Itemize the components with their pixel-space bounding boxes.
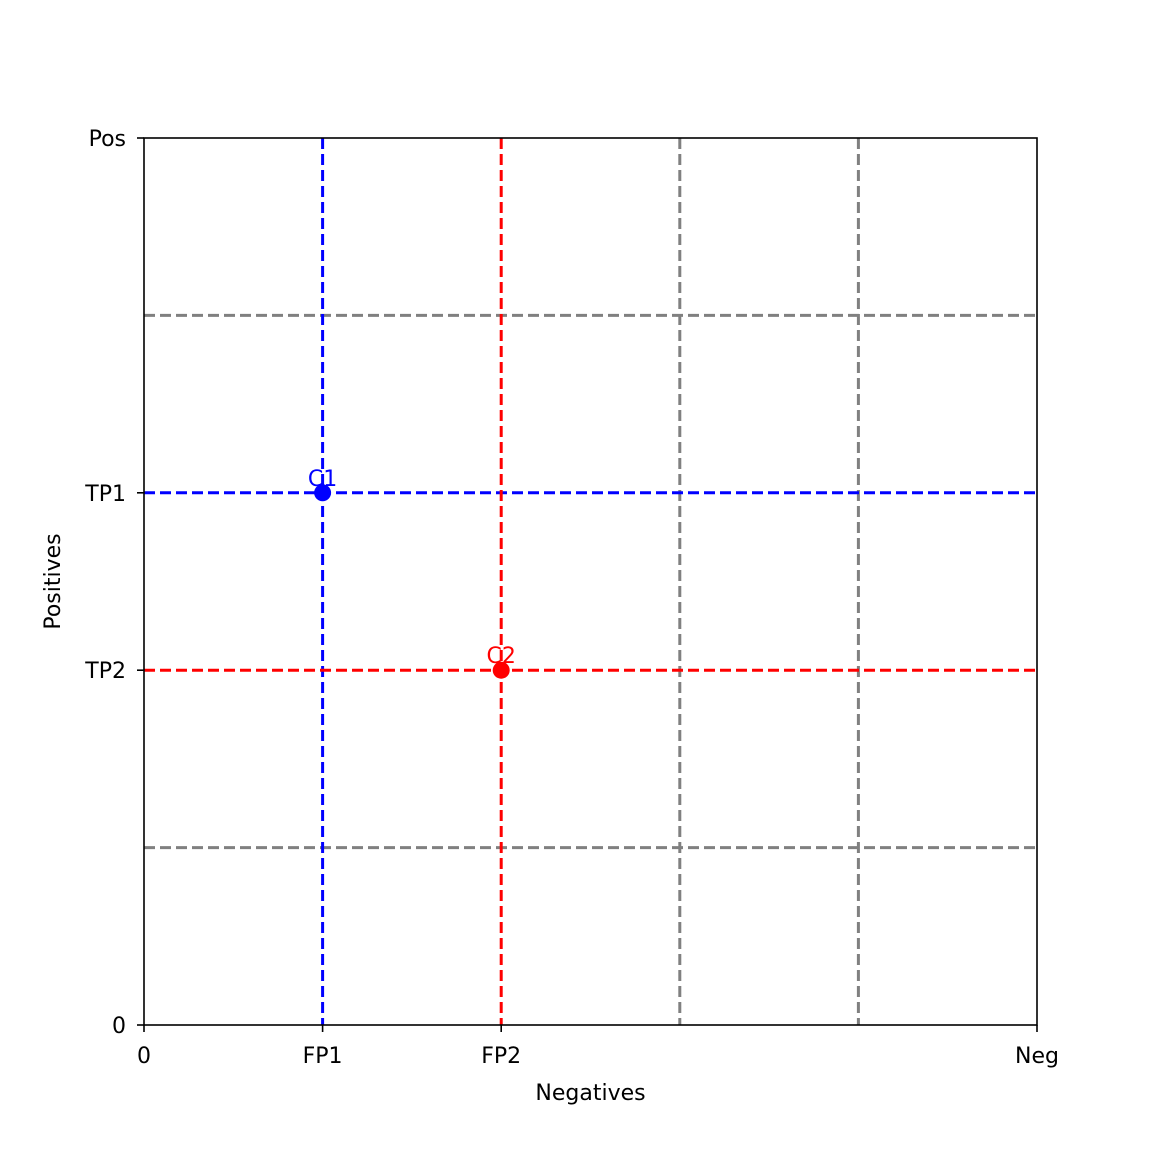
y-axis-label: Positives [41, 533, 66, 629]
c1-point-label: C1 [308, 467, 337, 492]
x-axis-ticks: 0 FP1 FP2 Neg [137, 1025, 1059, 1069]
x-tick-label-2: FP1 [303, 1044, 343, 1069]
c2-point [492, 661, 510, 679]
y-tick-label-2: TP2 [84, 659, 126, 684]
x-tick-label-3: FP2 [481, 1044, 521, 1069]
grid-lines [144, 138, 1037, 1025]
x-axis-label: Negatives [535, 1081, 645, 1106]
y-tick-label-3: TP1 [84, 482, 126, 507]
y-axis-ticks: 0 TP2 TP1 Pos [84, 127, 144, 1039]
y-tick-label-1: 0 [112, 1014, 126, 1039]
series-guide-lines [144, 138, 1037, 1025]
y-tick-label-4: Pos [89, 127, 126, 152]
x-tick-label-1: 0 [137, 1044, 151, 1069]
c2-point-label: C2 [487, 644, 516, 669]
plot-frame [143, 137, 1038, 1026]
data-points: C1 C2 [308, 467, 516, 679]
c1-point [314, 484, 332, 502]
x-tick-label-4: Neg [1015, 1044, 1059, 1069]
